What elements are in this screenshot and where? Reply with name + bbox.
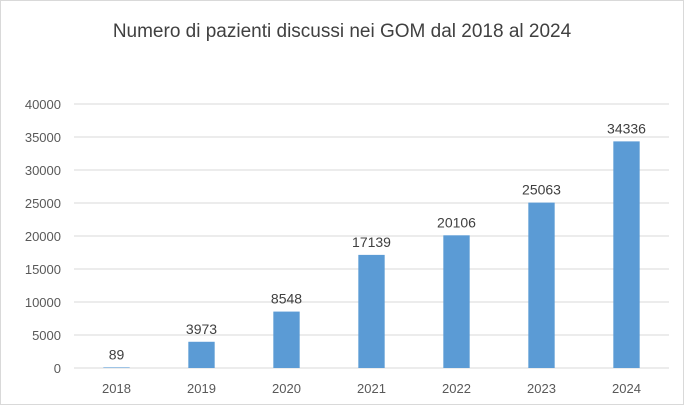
bar-2021 [358, 254, 385, 368]
x-tick-label-2018: 2018 [102, 381, 131, 396]
x-tick-label-2021: 2021 [357, 381, 386, 396]
y-tick-label: 20000 [25, 229, 61, 244]
y-tick-label: 5000 [32, 328, 61, 343]
y-tick-label: 40000 [25, 97, 61, 112]
chart-title: Numero di pazienti discussi nei GOM dal … [112, 21, 572, 42]
x-tick-label-2019: 2019 [187, 381, 216, 396]
bars [103, 141, 640, 368]
bar-2018 [103, 367, 130, 368]
bar-2019 [188, 341, 215, 368]
x-tick-label-2024: 2024 [612, 381, 641, 396]
x-tick-label-2022: 2022 [442, 381, 471, 396]
bar-2022 [443, 235, 470, 368]
y-axis-ticks: 0 5000 10000 15000 20000 25000 30000 35000 40000 [25, 97, 61, 376]
data-labels: 89 3973 8548 17139 20106 25063 34336 [109, 120, 646, 362]
data-label-2024: 34336 [607, 120, 646, 136]
y-tick-label: 10000 [25, 295, 61, 310]
data-label-2022: 20106 [437, 214, 476, 230]
y-tick-label: 15000 [25, 262, 61, 277]
bar-2020 [273, 311, 300, 368]
data-label-2019: 3973 [186, 321, 217, 337]
x-axis-ticks: 2018 2019 2020 2021 2022 2023 2024 [102, 381, 641, 396]
data-label-2021: 17139 [352, 234, 391, 250]
y-tick-label: 30000 [25, 163, 61, 178]
y-tick-label: 0 [54, 361, 61, 376]
y-tick-label: 25000 [25, 196, 61, 211]
data-label-2018: 89 [109, 346, 125, 362]
x-tick-label-2020: 2020 [272, 381, 301, 396]
data-label-2020: 8548 [271, 291, 302, 307]
bar-2023 [528, 202, 555, 368]
y-tick-label: 35000 [25, 130, 61, 145]
bar-2024 [613, 141, 640, 368]
x-tick-label-2023: 2023 [527, 381, 556, 396]
data-label-2023: 25063 [522, 182, 561, 198]
